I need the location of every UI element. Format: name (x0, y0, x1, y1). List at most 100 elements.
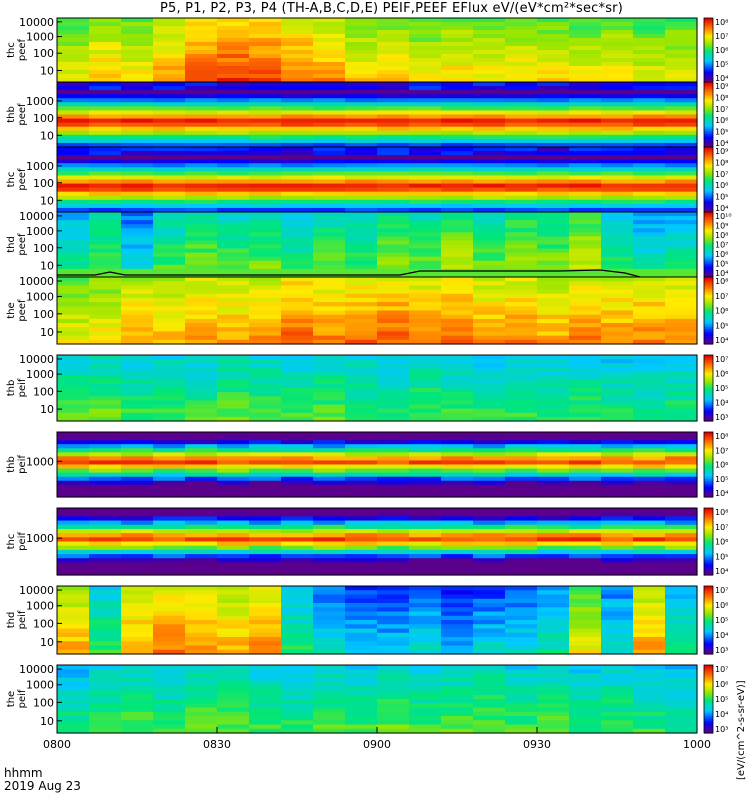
heatmap-cell (601, 216, 634, 221)
heatmap-cell (665, 554, 698, 559)
heatmap-cell (89, 339, 122, 345)
heatmap-cell (441, 199, 474, 205)
heatmap-cell (665, 138, 698, 144)
colorbar-segment (704, 184, 713, 187)
heatmap-cell (153, 220, 186, 225)
heatmap-cell (377, 281, 410, 286)
heatmap-cell (473, 416, 506, 422)
heatmap-cell (153, 375, 186, 381)
colorbar-segment (704, 203, 713, 207)
heatmap-cell (377, 122, 410, 128)
heatmap-cell (409, 207, 442, 213)
heatmap-cell (57, 383, 90, 389)
heatmap-cell (505, 281, 538, 286)
heatmap-cell (345, 472, 378, 478)
heatmap-cell (153, 699, 186, 704)
colorbar-segment (704, 364, 713, 368)
colorbar-segment (704, 40, 713, 43)
heatmap-cell (313, 570, 346, 576)
colorbar-segment (704, 493, 713, 496)
ytick-label: 10000 (19, 275, 54, 288)
heatmap-cell (313, 665, 346, 670)
heatmap-cell (313, 151, 346, 156)
heatmap-cell (569, 594, 602, 600)
heatmap-cell (665, 720, 698, 726)
colorbar-segment (704, 85, 713, 88)
heatmap-cell (569, 18, 602, 23)
heatmap-cell (89, 297, 122, 303)
heatmap-cell (601, 632, 634, 638)
heatmap-cell (601, 314, 634, 320)
heatmap-cell (153, 138, 186, 144)
heatmap-cell (185, 436, 218, 441)
heatmap-cell (185, 74, 218, 79)
heatmap-cell (473, 488, 506, 494)
heatmap-cell (313, 632, 346, 638)
heatmap-cell (665, 220, 698, 225)
heatmap-cell (217, 355, 250, 360)
heatmap-cell (473, 90, 506, 95)
heatmap-cell (249, 682, 282, 687)
heatmap-cell (249, 460, 282, 466)
heatmap-cell (57, 252, 90, 258)
heatmap-cell (665, 114, 698, 120)
heatmap-cell (473, 228, 506, 233)
colorbar-segment (704, 95, 713, 98)
heatmap-cell (89, 412, 122, 418)
heatmap-cell (633, 22, 666, 27)
colorbar-segment (704, 83, 713, 86)
colorbar-segment (704, 618, 713, 621)
heatmap-cell (505, 549, 538, 555)
heatmap-cell (377, 26, 410, 31)
heatmap-cell (217, 545, 250, 551)
colorbar-segment (704, 317, 713, 320)
heatmap-cell (89, 70, 122, 75)
heatmap-cell (281, 126, 314, 132)
heatmap-cell (377, 400, 410, 406)
heatmap-cell (185, 306, 218, 312)
heatmap-cell (441, 448, 474, 453)
heatmap-cell (121, 134, 154, 140)
heatmap-cell (185, 488, 218, 494)
colorbar-segment (704, 290, 713, 293)
heatmap-cell (185, 179, 218, 185)
heatmap-cell (281, 476, 314, 482)
heatmap-cell (57, 314, 90, 320)
heatmap-cell (601, 62, 634, 67)
heatmap-cell (665, 191, 698, 197)
colorbar-segment (704, 315, 713, 318)
heatmap-cell (313, 367, 346, 373)
heatmap-cell (537, 632, 570, 638)
heatmap-cell (185, 203, 218, 209)
heatmap-cell (89, 562, 122, 568)
heatmap-cell (217, 236, 250, 242)
heatmap-cell (569, 716, 602, 721)
heatmap-cell (313, 607, 346, 613)
heatmap-cell (281, 355, 314, 360)
heatmap-cell (537, 444, 570, 449)
heatmap-cell (217, 151, 250, 156)
colorbar-segment (704, 355, 713, 358)
heatmap-cell (505, 98, 538, 103)
colorbar-segment (704, 58, 713, 61)
heatmap-cell (505, 464, 538, 470)
heatmap-cell (409, 524, 442, 530)
colorbar-segment (704, 396, 713, 399)
heatmap-cell (537, 38, 570, 43)
heatmap-cell (505, 533, 538, 538)
heatmap-cell (281, 151, 314, 156)
heatmap-cell (185, 195, 218, 201)
heatmap-cell (441, 533, 474, 538)
colorbar-segment (704, 441, 713, 444)
heatmap-cell (505, 46, 538, 51)
heatmap-cell (633, 392, 666, 397)
heatmap-cell (441, 236, 474, 242)
heatmap-cell (601, 533, 634, 538)
heatmap-cell (121, 432, 154, 437)
colorbar-segment (704, 48, 713, 51)
heatmap-cell (57, 484, 90, 490)
heatmap-cell (281, 673, 314, 679)
heatmap-cell (153, 34, 186, 39)
colorbar-segment (704, 218, 713, 221)
heatmap-cell (377, 114, 410, 120)
